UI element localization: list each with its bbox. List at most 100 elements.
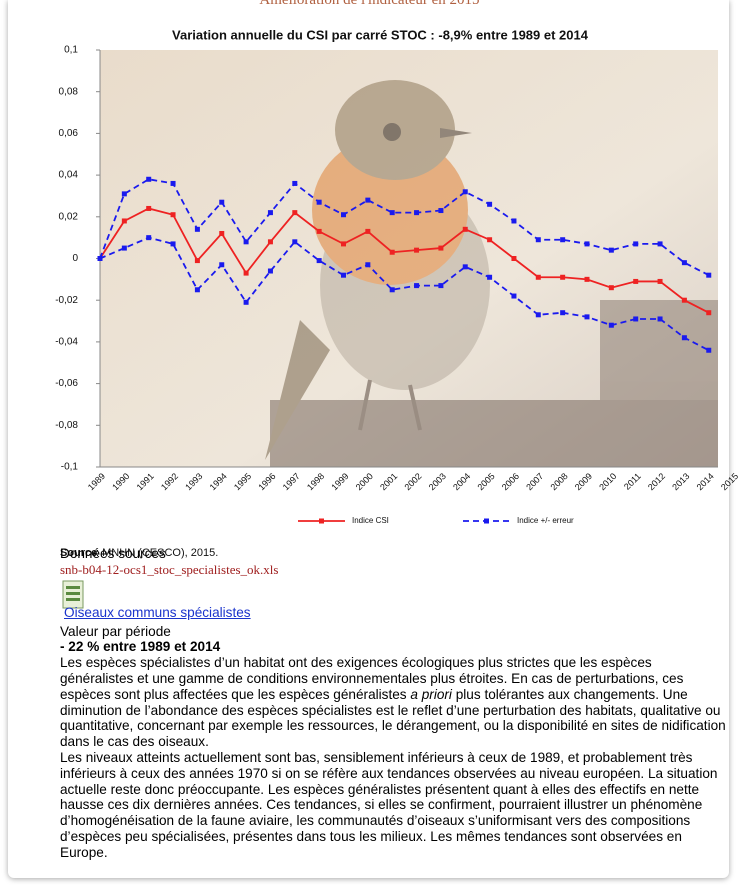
x-tick-label: 2009 bbox=[573, 471, 594, 492]
x-tick-label: 1998 bbox=[305, 471, 326, 492]
point-marker bbox=[390, 287, 395, 292]
x-tick-label: 1992 bbox=[159, 471, 180, 492]
chart-title: Variation annuelle du CSI par carré STOC… bbox=[172, 27, 589, 42]
point-marker bbox=[511, 256, 516, 261]
point-marker bbox=[560, 275, 565, 280]
point-marker bbox=[219, 200, 224, 205]
point-marker bbox=[171, 241, 176, 246]
x-tick-label: 2011 bbox=[622, 471, 643, 492]
point-marker bbox=[706, 348, 711, 353]
x-tick-label: 1990 bbox=[110, 471, 131, 492]
file-link[interactable]: snb-b04-12-ocs1_stoc_specialistes_ok.xls bbox=[60, 562, 728, 578]
x-tick-label: 2007 bbox=[524, 471, 545, 492]
x-tick-label: 2014 bbox=[695, 471, 716, 492]
point-marker bbox=[706, 310, 711, 315]
point-marker bbox=[706, 273, 711, 278]
page: Amélioration de l'indicateur en 2015 Var… bbox=[0, 0, 739, 885]
point-marker bbox=[146, 177, 151, 182]
point-marker bbox=[292, 181, 297, 186]
point-marker bbox=[560, 237, 565, 242]
y-tick-label: 0,04 bbox=[59, 170, 79, 181]
point-marker bbox=[463, 227, 468, 232]
x-tick-label: 2001 bbox=[378, 471, 399, 492]
point-marker bbox=[365, 262, 370, 267]
point-marker bbox=[365, 198, 370, 203]
point-marker bbox=[633, 316, 638, 321]
point-marker bbox=[585, 241, 590, 246]
point-marker bbox=[438, 246, 443, 251]
point-marker bbox=[171, 212, 176, 217]
x-tick-label: 2008 bbox=[549, 471, 570, 492]
point-marker bbox=[609, 285, 614, 290]
point-marker bbox=[658, 241, 663, 246]
x-tick-label: 2015 bbox=[719, 471, 739, 492]
x-tick-label: 1995 bbox=[232, 471, 253, 492]
point-marker bbox=[438, 208, 443, 213]
point-marker bbox=[317, 258, 322, 263]
point-marker bbox=[244, 271, 249, 276]
x-tick-label: 1997 bbox=[281, 471, 302, 492]
point-marker bbox=[682, 335, 687, 340]
point-marker bbox=[487, 275, 492, 280]
point-marker bbox=[414, 248, 419, 253]
point-marker bbox=[122, 218, 127, 223]
point-marker bbox=[658, 316, 663, 321]
x-tick-label: 2013 bbox=[670, 471, 691, 492]
x-tick-label: 2012 bbox=[646, 471, 667, 492]
y-tick-label: -0,04 bbox=[55, 337, 78, 348]
point-marker bbox=[341, 212, 346, 217]
point-marker bbox=[609, 323, 614, 328]
point-marker bbox=[487, 202, 492, 207]
point-marker bbox=[341, 241, 346, 246]
point-marker bbox=[195, 227, 200, 232]
legend-marker bbox=[484, 519, 489, 524]
x-tick-label: 1993 bbox=[183, 471, 204, 492]
paragraph: Les niveaux atteints actuellement sont b… bbox=[60, 750, 728, 861]
point-marker bbox=[268, 239, 273, 244]
point-marker bbox=[390, 250, 395, 255]
period-title: Valeur par période bbox=[60, 624, 728, 640]
data-sources-title: Données sources bbox=[60, 546, 728, 562]
y-tick-label: -0,02 bbox=[55, 295, 78, 306]
point-marker bbox=[195, 258, 200, 263]
legend-label: Indice +/- erreur bbox=[517, 516, 574, 525]
text-block: Données sources snb-b04-12-ocs1_stoc_spe… bbox=[60, 546, 728, 861]
point-marker bbox=[536, 312, 541, 317]
x-tick-label: 2010 bbox=[597, 471, 618, 492]
y-tick-label: 0,08 bbox=[59, 86, 79, 97]
point-marker bbox=[98, 256, 103, 261]
point-marker bbox=[219, 231, 224, 236]
x-tick-label: 2006 bbox=[500, 471, 521, 492]
document-row: Oiseaux communs spécialistes bbox=[60, 578, 728, 612]
italic-text: a priori bbox=[410, 687, 452, 702]
point-marker bbox=[463, 189, 468, 194]
x-tick-label: 2000 bbox=[354, 471, 375, 492]
point-marker bbox=[219, 262, 224, 267]
point-marker bbox=[536, 237, 541, 242]
point-marker bbox=[365, 229, 370, 234]
point-marker bbox=[682, 298, 687, 303]
point-marker bbox=[317, 229, 322, 234]
point-marker bbox=[292, 210, 297, 215]
legend-marker bbox=[319, 519, 324, 524]
point-marker bbox=[438, 283, 443, 288]
x-tick-label: 2003 bbox=[427, 471, 448, 492]
point-marker bbox=[244, 300, 249, 305]
legend-label: Indice CSI bbox=[352, 516, 389, 525]
point-marker bbox=[146, 206, 151, 211]
x-tick-label: 2002 bbox=[402, 471, 423, 492]
point-marker bbox=[390, 210, 395, 215]
point-marker bbox=[268, 210, 273, 215]
point-marker bbox=[268, 269, 273, 274]
point-marker bbox=[658, 279, 663, 284]
y-tick-label: 0,1 bbox=[64, 45, 78, 56]
indicator-link[interactable]: Oiseaux communs spécialistes bbox=[64, 605, 251, 621]
point-marker bbox=[511, 218, 516, 223]
point-marker bbox=[414, 210, 419, 215]
point-marker bbox=[146, 235, 151, 240]
point-marker bbox=[682, 260, 687, 265]
point-marker bbox=[244, 239, 249, 244]
y-tick-label: -0,08 bbox=[55, 420, 78, 431]
x-tick-label: 1991 bbox=[135, 471, 156, 492]
point-marker bbox=[633, 279, 638, 284]
